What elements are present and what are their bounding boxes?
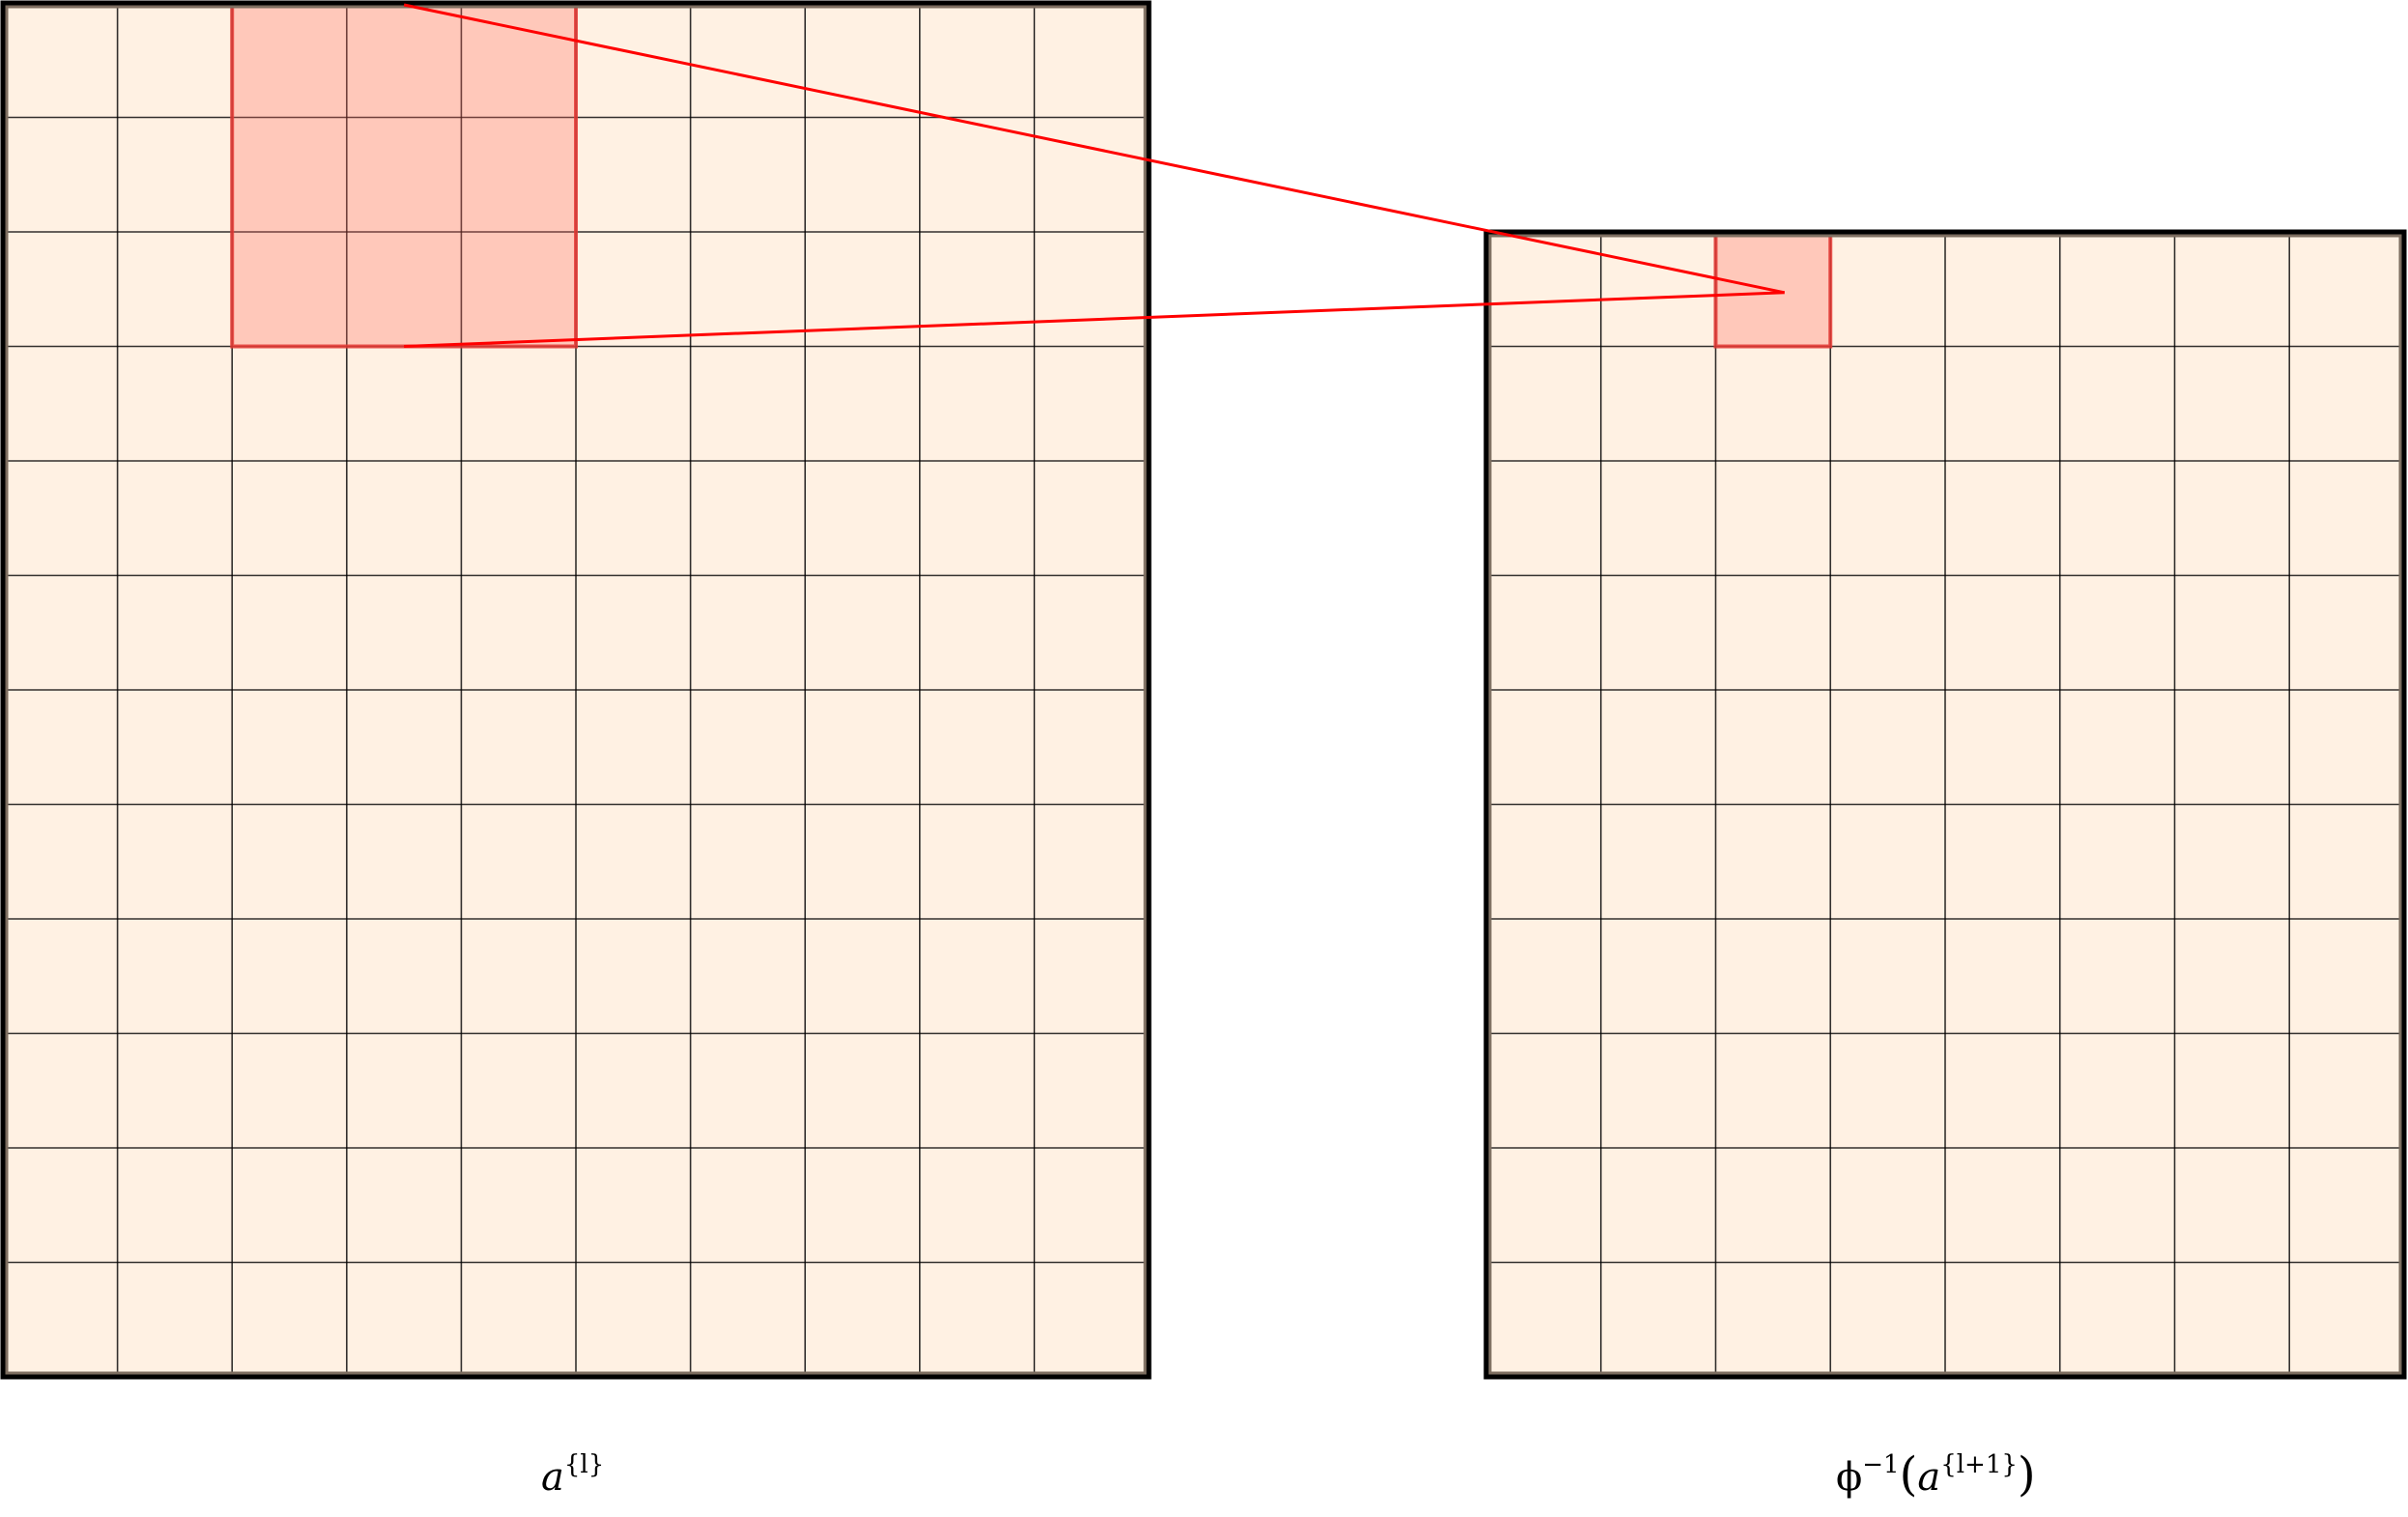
- right-label-close-paren: ): [2018, 1447, 2036, 1502]
- connector-line-top: [403, 3, 1786, 295]
- map-border: [1483, 229, 2407, 1380]
- right-label-open-paren: (: [1900, 1447, 1918, 1502]
- left-feature-map: [0, 0, 1152, 1380]
- left-label-sup: {l}: [564, 1450, 604, 1479]
- right-label-phi-sup: −1: [1862, 1450, 1899, 1479]
- map-inner-border: [3, 3, 1149, 1377]
- map-border: [0, 0, 1152, 1380]
- map-inner-border: [1486, 232, 2404, 1377]
- right-feature-map: [1483, 229, 2407, 1380]
- highlighted-region: [230, 1, 578, 349]
- right-label-base: a: [1917, 1455, 1940, 1500]
- connector-line-bottom: [404, 291, 1785, 348]
- receptive-field-connector: [403, 3, 1786, 348]
- right-map-label: ϕ−1(a{l+1}): [1836, 1447, 2036, 1502]
- left-label-base: a: [541, 1455, 564, 1500]
- right-label-phi: ϕ: [1836, 1455, 1862, 1500]
- left-map-label: a{l}: [541, 1450, 604, 1500]
- right-label-sup: {l+1}: [1940, 1450, 2018, 1479]
